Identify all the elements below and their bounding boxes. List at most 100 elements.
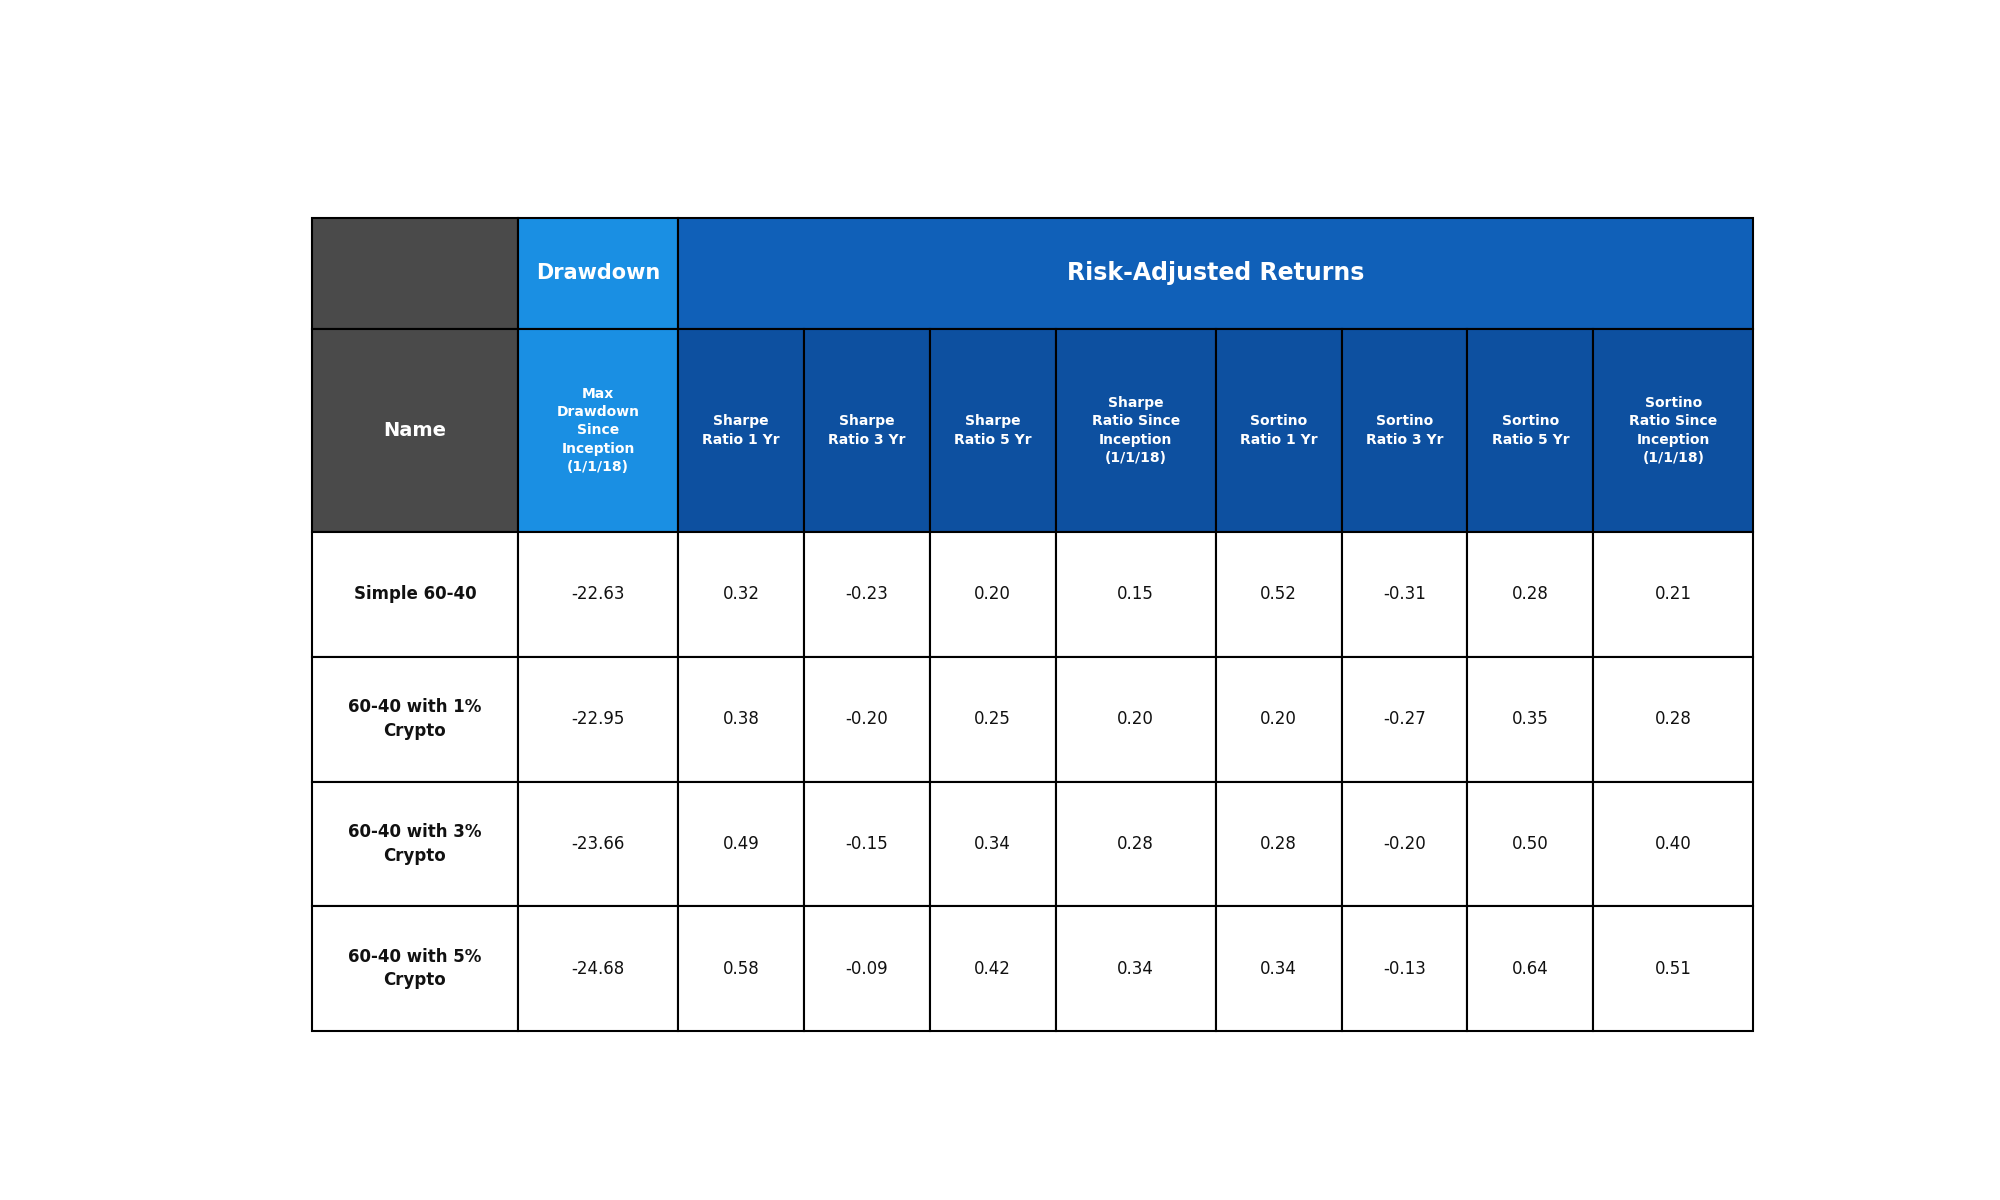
- Bar: [1594, 329, 1754, 532]
- Bar: [518, 656, 678, 781]
- Bar: [1056, 781, 1216, 906]
- Text: 0.50: 0.50: [1512, 835, 1548, 853]
- Bar: [1342, 329, 1468, 532]
- Text: 0.32: 0.32: [722, 586, 760, 604]
- Bar: [930, 329, 1056, 532]
- Text: -0.13: -0.13: [1384, 960, 1426, 978]
- Text: 0.35: 0.35: [1512, 710, 1548, 728]
- Bar: [1056, 532, 1216, 656]
- Text: -0.20: -0.20: [1384, 835, 1426, 853]
- Text: 0.64: 0.64: [1512, 960, 1548, 978]
- Bar: [930, 781, 1056, 906]
- Bar: [312, 781, 518, 906]
- Bar: [1216, 906, 1342, 1031]
- Bar: [312, 532, 518, 656]
- Text: 0.28: 0.28: [1260, 835, 1298, 853]
- Bar: [678, 656, 804, 781]
- Bar: [804, 906, 930, 1031]
- Text: 0.20: 0.20: [1260, 710, 1298, 728]
- Bar: [678, 218, 1754, 329]
- Text: -0.20: -0.20: [846, 710, 888, 728]
- Bar: [678, 532, 804, 656]
- Bar: [1342, 906, 1468, 1031]
- Text: -0.31: -0.31: [1384, 586, 1426, 604]
- Bar: [518, 906, 678, 1031]
- Bar: [804, 329, 930, 532]
- Bar: [312, 218, 518, 329]
- Bar: [1216, 656, 1342, 781]
- Text: 0.52: 0.52: [1260, 586, 1298, 604]
- Text: Sharpe
Ratio 5 Yr: Sharpe Ratio 5 Yr: [954, 414, 1032, 446]
- Text: 0.34: 0.34: [1260, 960, 1298, 978]
- Text: 0.34: 0.34: [974, 835, 1012, 853]
- Text: -23.66: -23.66: [572, 835, 624, 853]
- Text: 60-40 with 3%
Crypto: 60-40 with 3% Crypto: [348, 823, 482, 865]
- Bar: [1056, 906, 1216, 1031]
- Bar: [1468, 329, 1594, 532]
- Bar: [1342, 781, 1468, 906]
- Text: Drawdown: Drawdown: [536, 263, 660, 283]
- Text: Risk-Adjusted Returns: Risk-Adjusted Returns: [1068, 262, 1364, 286]
- Bar: [1056, 329, 1216, 532]
- Text: -22.95: -22.95: [572, 710, 624, 728]
- Text: Sortino
Ratio 1 Yr: Sortino Ratio 1 Yr: [1240, 414, 1318, 446]
- Bar: [678, 906, 804, 1031]
- Text: Sortino
Ratio Since
Inception
(1/1/18): Sortino Ratio Since Inception (1/1/18): [1630, 396, 1718, 466]
- Bar: [1468, 781, 1594, 906]
- Bar: [1468, 532, 1594, 656]
- Text: 0.21: 0.21: [1654, 586, 1692, 604]
- Bar: [518, 532, 678, 656]
- Bar: [1594, 906, 1754, 1031]
- Text: 0.49: 0.49: [722, 835, 760, 853]
- Text: Name: Name: [384, 421, 446, 440]
- Text: Sortino
Ratio 3 Yr: Sortino Ratio 3 Yr: [1366, 414, 1444, 446]
- Bar: [804, 656, 930, 781]
- Text: -0.09: -0.09: [846, 960, 888, 978]
- Bar: [1342, 532, 1468, 656]
- Text: 60-40 with 5%
Crypto: 60-40 with 5% Crypto: [348, 948, 482, 990]
- Text: 0.38: 0.38: [722, 710, 760, 728]
- Bar: [312, 329, 518, 532]
- Bar: [518, 781, 678, 906]
- Text: 0.28: 0.28: [1654, 710, 1692, 728]
- Text: 0.51: 0.51: [1654, 960, 1692, 978]
- Text: 0.20: 0.20: [1118, 710, 1154, 728]
- Text: -22.63: -22.63: [572, 586, 624, 604]
- Bar: [678, 781, 804, 906]
- Text: 0.15: 0.15: [1118, 586, 1154, 604]
- Bar: [1216, 532, 1342, 656]
- Bar: [1056, 656, 1216, 781]
- Bar: [1594, 656, 1754, 781]
- Bar: [804, 781, 930, 906]
- Text: Sortino
Ratio 5 Yr: Sortino Ratio 5 Yr: [1492, 414, 1570, 446]
- Bar: [930, 532, 1056, 656]
- Text: 0.20: 0.20: [974, 586, 1012, 604]
- Bar: [1594, 532, 1754, 656]
- Bar: [1468, 656, 1594, 781]
- Text: 0.34: 0.34: [1118, 960, 1154, 978]
- Bar: [518, 329, 678, 532]
- Text: -0.15: -0.15: [846, 835, 888, 853]
- Bar: [1216, 781, 1342, 906]
- Bar: [1216, 329, 1342, 532]
- Text: Max
Drawdown
Since
Inception
(1/1/18): Max Drawdown Since Inception (1/1/18): [556, 386, 640, 474]
- Text: Simple 60-40: Simple 60-40: [354, 586, 476, 604]
- Text: -0.23: -0.23: [846, 586, 888, 604]
- Text: 0.58: 0.58: [722, 960, 760, 978]
- Bar: [312, 656, 518, 781]
- Text: 60-40 with 1%
Crypto: 60-40 with 1% Crypto: [348, 698, 482, 740]
- Text: 0.42: 0.42: [974, 960, 1012, 978]
- Text: Sharpe
Ratio Since
Inception
(1/1/18): Sharpe Ratio Since Inception (1/1/18): [1092, 396, 1180, 466]
- Text: Sharpe
Ratio 1 Yr: Sharpe Ratio 1 Yr: [702, 414, 780, 446]
- Bar: [1594, 781, 1754, 906]
- Bar: [678, 329, 804, 532]
- Text: 0.28: 0.28: [1512, 586, 1548, 604]
- Text: -24.68: -24.68: [572, 960, 624, 978]
- Text: 0.28: 0.28: [1118, 835, 1154, 853]
- Bar: [930, 656, 1056, 781]
- Bar: [804, 532, 930, 656]
- Bar: [930, 906, 1056, 1031]
- Bar: [1342, 656, 1468, 781]
- Text: 0.25: 0.25: [974, 710, 1012, 728]
- Bar: [518, 218, 678, 329]
